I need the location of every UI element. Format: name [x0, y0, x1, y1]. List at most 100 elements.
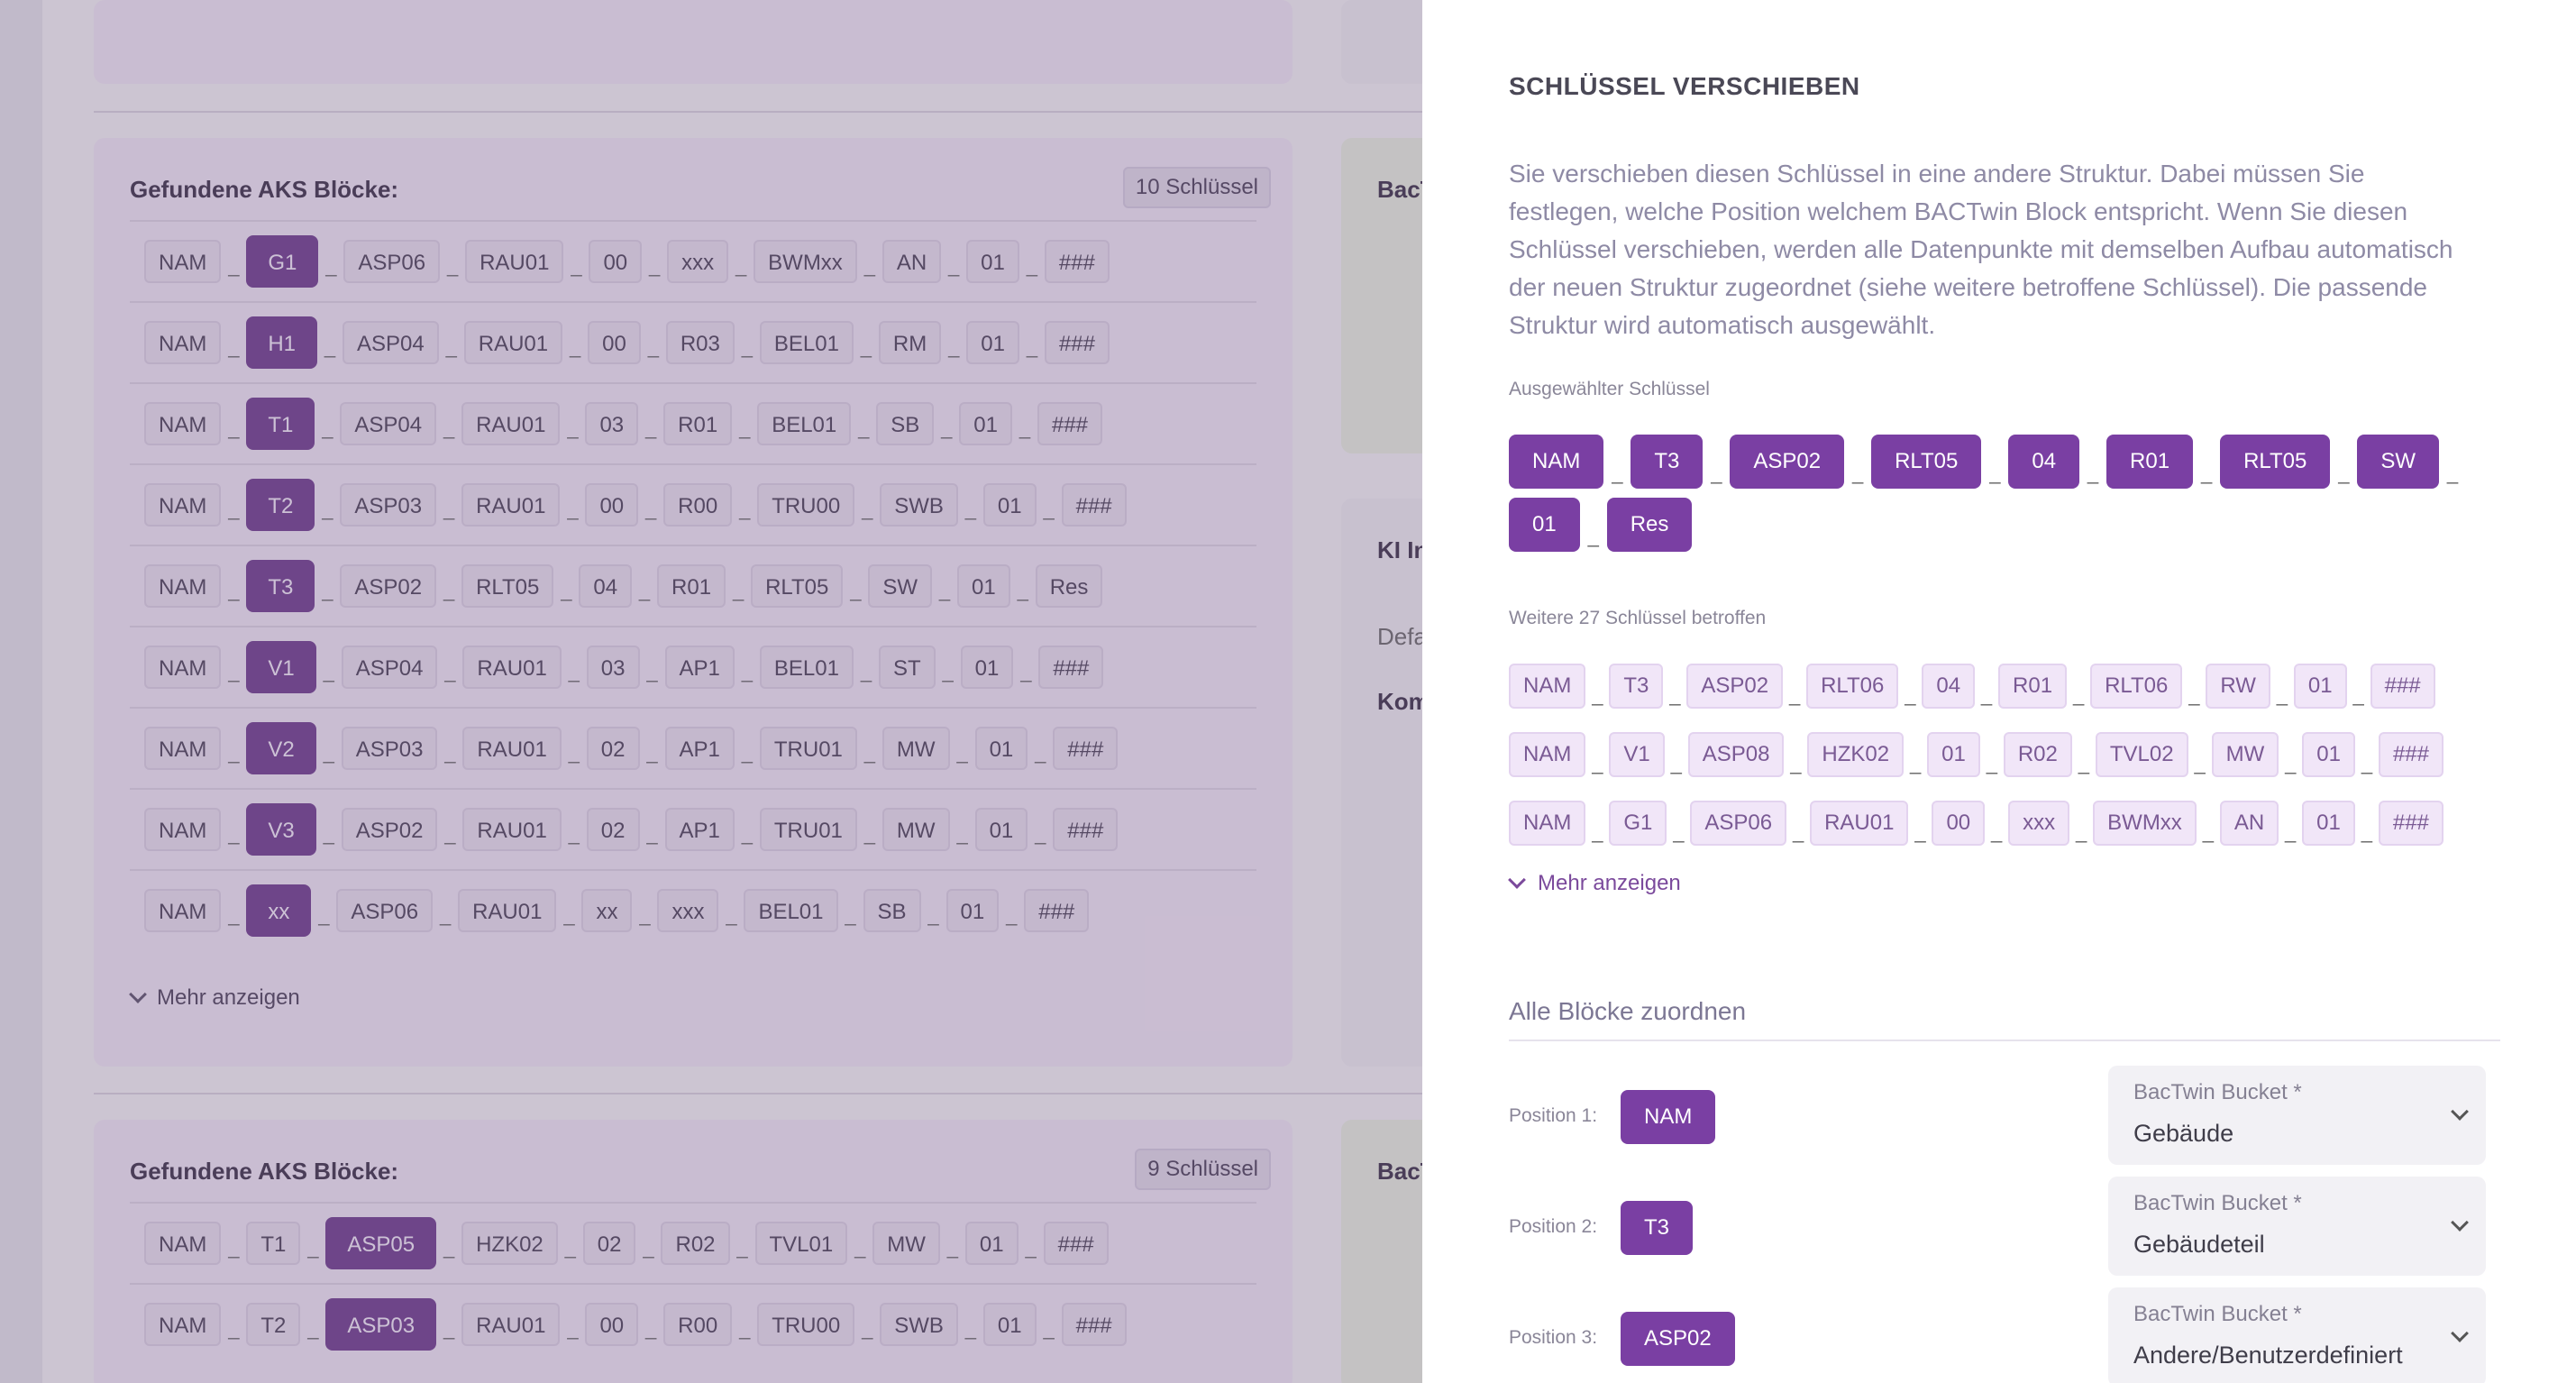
key-segment-chip: NAM — [144, 564, 222, 608]
key-segment-chip: BEL01 — [757, 402, 852, 445]
aks-key-row[interactable]: NAM _ T1 _ ASP05 _ HZK02 _ 02 _ R02 _ TVL01 _ MW _ 01 _ ##… — [130, 1202, 1256, 1283]
key-segment-chip: MW — [882, 808, 950, 851]
key-separator: _ — [1910, 752, 1922, 774]
key-separator: _ — [2285, 820, 2297, 843]
key-segment-chip: ASP05 — [325, 1217, 437, 1269]
key-segment-chip: RAU01 — [462, 808, 562, 851]
aks-key-row[interactable]: NAM _ V3 _ ASP02 _ RAU01 _ 02 _ AP1 _ TRU01 _ MW _ 01 _ ##… — [130, 788, 1256, 869]
key-count-badge: 10 Schlüssel — [1122, 167, 1271, 208]
key-separator: _ — [228, 1317, 240, 1340]
position-chip: NAM — [1621, 1090, 1716, 1144]
key-separator: _ — [1017, 579, 1028, 601]
key-separator: _ — [446, 254, 459, 277]
aks-blocks-card-1: Gefundene AKS Blöcke: 10 Schlüssel NAM _ G… — [94, 138, 1293, 1067]
show-more-affected-link[interactable]: Mehr anzeigen — [1508, 871, 1681, 896]
bucket-select-value: Gebäudeteil — [2133, 1231, 2265, 1258]
key-separator: _ — [439, 903, 452, 926]
key-segment-chip: ASP06 — [343, 240, 441, 283]
key-separator: _ — [323, 822, 334, 845]
aks-blocks-card-2: Gefundene AKS Blöcke: 9 Schlüssel NAM _ T1… — [94, 1120, 1293, 1383]
key-separator: _ — [325, 254, 337, 277]
aks-key-row[interactable]: NAM _ T2 _ ASP03 _ RAU01 _ 00 _ R00 _ TRU00 _ SWB _ 01 _ #… — [130, 1283, 1256, 1364]
left-rail — [0, 0, 42, 1383]
affected-key-chip: HZK02 — [1807, 732, 1905, 777]
key-segment-chip: TRU00 — [757, 483, 855, 527]
selected-key-caption: Ausgewählter Schlüssel — [1509, 379, 1710, 399]
key-segment-chip: SWB — [880, 1303, 958, 1346]
key-separator: _ — [1673, 820, 1685, 843]
key-separator: _ — [444, 741, 456, 764]
key-segment-chip: RAU01 — [461, 1303, 561, 1346]
key-separator: _ — [732, 579, 744, 601]
key-separator: _ — [741, 741, 753, 764]
position-label: Position 2: — [1509, 1216, 1598, 1237]
key-separator: _ — [444, 660, 456, 682]
key-segment-chip: ### — [1038, 646, 1104, 689]
aks-key-row[interactable]: NAM _ H1 _ ASP04 _ RAU01 _ 00 _ R03 _ BEL01 _ RM _ 01 _ ##… — [130, 301, 1256, 382]
key-segment-chip: T1 — [246, 1222, 301, 1265]
show-more-link[interactable]: Mehr anzeigen — [129, 985, 300, 1011]
key-separator: _ — [860, 660, 872, 682]
modal-backdrop[interactable] — [0, 0, 1422, 1383]
selected-key-chip: RLT05 — [1871, 435, 1982, 489]
key-separator: _ — [1986, 752, 1997, 774]
key-separator: _ — [1019, 417, 1031, 439]
key-separator: _ — [228, 254, 240, 277]
key-separator: _ — [1026, 254, 1037, 277]
affected-key-chip: ### — [2378, 732, 2444, 777]
aks-key-row[interactable]: NAM _ T1 _ ASP04 _ RAU01 _ 03 _ R01 _ BEL01 _ SB _ 01 _ ##… — [130, 382, 1256, 463]
key-separator: _ — [307, 1236, 319, 1259]
drawer-title: SCHLÜSSEL VERSCHIEBEN — [1509, 72, 1860, 100]
key-separator: _ — [1592, 683, 1603, 706]
key-separator: _ — [646, 660, 658, 682]
key-separator: _ — [228, 822, 240, 845]
affected-key-chip: NAM — [1509, 732, 1586, 777]
key-separator: _ — [2338, 462, 2350, 484]
key-segment-chip: R00 — [663, 1303, 733, 1346]
key-segment-chip: NAM — [144, 402, 222, 445]
key-separator: _ — [318, 903, 330, 926]
key-segment-chip: RAU01 — [463, 321, 563, 364]
key-separator: _ — [1711, 462, 1722, 484]
key-segment-chip: 01 — [974, 808, 1028, 851]
selected-key-chip: 04 — [2008, 435, 2080, 489]
key-separator: _ — [443, 1236, 455, 1259]
aks-key-row[interactable]: NAM _ T2 _ ASP03 _ RAU01 _ 00 _ R00 _ TRU00 _ SWB _ 01 _ #… — [130, 463, 1256, 545]
affected-key-chip: 04 — [1922, 664, 1976, 709]
card-title: Gefundene AKS Blöcke: — [130, 176, 399, 203]
aks-key-row[interactable]: NAM _ T3 _ ASP02 _ RLT05 _ 04 _ R01 _ RLT05 _ SW _ 01 _ Re… — [130, 545, 1256, 626]
key-segment-chip: 01 — [966, 240, 1019, 283]
affected-key-chip: R01 — [1998, 664, 2068, 709]
aks-key-row[interactable]: NAM _ G1 _ ASP06 _ RAU01 _ 00 _ xxx _ BWMxx _ AN _ 01 _ ##… — [130, 220, 1256, 301]
affected-key-chip: 01 — [2302, 801, 2355, 846]
affected-key-chip: RAU01 — [1810, 801, 1909, 846]
aks-key-row[interactable]: NAM _ xx _ ASP06 _ RAU01 _ xx _ xxx _ BEL01 _ SB _ 01 _ ##… — [130, 869, 1256, 950]
key-separator: _ — [942, 660, 954, 682]
key-segment-chip: RM — [878, 321, 942, 364]
key-separator: _ — [1026, 335, 1038, 358]
key-segment-chip: BEL01 — [744, 889, 838, 932]
show-more-label: Mehr anzeigen — [157, 985, 300, 1010]
key-separator: _ — [324, 335, 336, 358]
aks-key-row[interactable]: NAM _ V2 _ ASP03 _ RAU01 _ 02 _ AP1 _ TRU01 _ MW _ 01 _ ##… — [130, 707, 1256, 788]
aks-key-row[interactable]: NAM _ V1 _ ASP04 _ RAU01 _ 03 _ AP1 _ BEL01 _ ST _ 01 _ ##… — [130, 626, 1256, 707]
key-separator: _ — [2076, 820, 2087, 843]
bactwin-bucket-select[interactable]: BacTwin Bucket * Andere/Benutzerdefiniert — [2108, 1287, 2486, 1383]
key-separator: _ — [649, 254, 661, 277]
key-separator: _ — [228, 579, 240, 601]
key-segment-chip: RAU01 — [461, 483, 561, 527]
key-segment-chip: AP1 — [664, 727, 735, 770]
affected-key-chip: xxx — [2008, 801, 2070, 846]
key-separator: _ — [862, 1317, 873, 1340]
key-segment-chip: SW — [868, 564, 933, 608]
key-segment-chip: T3 — [246, 560, 315, 612]
affected-key-chip: R02 — [2003, 732, 2072, 777]
bactwin-bucket-select[interactable]: BacTwin Bucket * Gebäudeteil — [2108, 1177, 2486, 1276]
bactwin-bucket-select[interactable]: BacTwin Bucket * Gebäude — [2108, 1066, 2486, 1165]
key-segment-chip: ASP03 — [341, 727, 438, 770]
key-separator: _ — [568, 741, 580, 764]
affected-keys-caption: Weitere 27 Schlüssel betroffen — [1509, 608, 1767, 628]
key-segment-chip: R01 — [657, 564, 726, 608]
key-segment-chip: xx — [246, 884, 312, 937]
key-segment-chip: AN — [882, 240, 942, 283]
